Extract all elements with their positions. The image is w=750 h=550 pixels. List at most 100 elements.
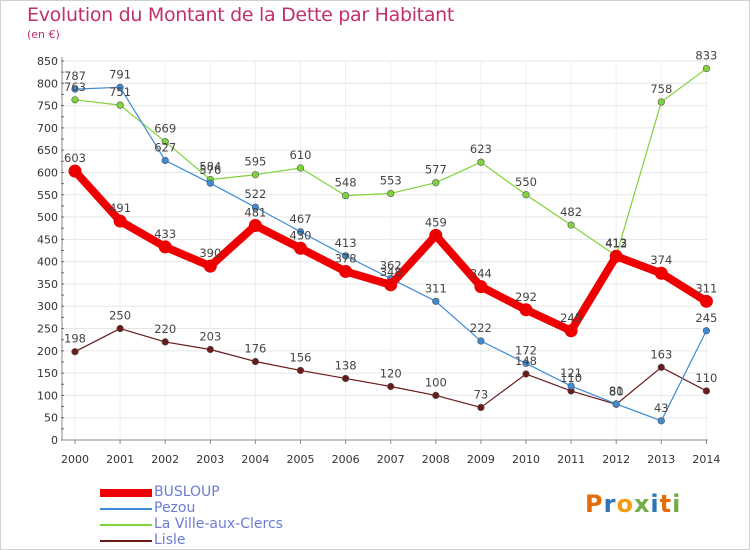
legend: BUSLOUP Pezou La Ville-aux-Clercs Lisle [100, 484, 360, 549]
data-point [567, 221, 575, 229]
data-point [296, 366, 305, 375]
y-tick-label: 750 [37, 100, 58, 113]
legend-swatch [100, 524, 152, 526]
data-label: 669 [154, 122, 176, 136]
y-tick-label: 450 [37, 233, 58, 246]
data-point [71, 85, 79, 93]
data-label: 374 [650, 253, 672, 267]
data-label: 120 [380, 366, 402, 380]
data-label: 467 [290, 212, 312, 226]
data-point [342, 192, 350, 200]
data-label: 433 [154, 227, 176, 241]
data-label: 430 [290, 228, 312, 242]
data-label: 220 [154, 322, 176, 336]
data-point [161, 338, 169, 346]
data-point [522, 191, 530, 199]
data-label: 413 [335, 236, 357, 250]
x-tick-label: 2011 [557, 453, 585, 466]
data-point [567, 382, 575, 390]
y-tick-label: 150 [37, 367, 58, 380]
data-point [522, 370, 530, 378]
data-label: 595 [244, 155, 266, 169]
data-point [203, 259, 217, 273]
data-point [251, 171, 259, 179]
data-label: 577 [425, 163, 447, 177]
data-point [113, 214, 127, 228]
data-label: 245 [560, 311, 582, 325]
data-point [116, 324, 124, 333]
data-point [296, 164, 305, 172]
data-label: 553 [380, 173, 402, 187]
legend-item: BUSLOUP [100, 484, 360, 501]
chart-title: Evolution du Montant de la Dette par Hab… [27, 4, 455, 26]
data-point [522, 359, 530, 367]
x-tick-label: 2007 [377, 453, 405, 466]
data-label: 459 [425, 215, 447, 229]
data-label: 81 [609, 384, 624, 398]
y-tick-label: 300 [37, 300, 58, 313]
data-label: 156 [290, 350, 312, 364]
legend-swatch [100, 508, 152, 510]
logo-letter: i [672, 490, 682, 518]
y-tick-label: 850 [37, 55, 58, 68]
data-label: 73 [474, 387, 489, 401]
x-tick-label: 2003 [196, 453, 224, 466]
data-point [702, 327, 711, 335]
legend-swatch [100, 540, 152, 542]
data-point [339, 264, 353, 278]
legend-label: Pezou [154, 500, 196, 516]
chart-subtitle: (en €) [27, 28, 60, 41]
data-label: 787 [64, 69, 86, 83]
data-point [71, 348, 79, 356]
y-tick-label: 50 [44, 412, 58, 425]
data-point [519, 303, 533, 317]
data-point [116, 83, 124, 91]
data-label: 121 [560, 366, 582, 380]
data-label: 148 [515, 354, 537, 368]
x-tick-label: 2009 [467, 453, 495, 466]
data-point [296, 228, 305, 236]
y-tick-label: 350 [37, 278, 58, 291]
data-point [384, 278, 398, 292]
data-label: 481 [244, 206, 266, 220]
data-label: 763 [64, 80, 86, 94]
data-point [432, 297, 440, 305]
data-point [657, 363, 665, 371]
data-label: 550 [515, 175, 537, 189]
legend-item: Pezou [100, 500, 360, 517]
data-point [477, 158, 485, 166]
data-point [251, 203, 259, 211]
data-point [564, 324, 578, 338]
x-tick-label: 2008 [422, 453, 450, 466]
y-tick-label: 400 [37, 256, 58, 269]
y-tick-label: 600 [37, 166, 58, 179]
data-point [657, 98, 665, 106]
x-tick-label: 2004 [241, 453, 269, 466]
data-point [161, 156, 169, 165]
legend-label: BUSLOUP [154, 484, 220, 500]
y-tick-label: 250 [37, 323, 58, 336]
data-point [654, 266, 668, 280]
data-label: 245 [695, 311, 717, 325]
data-label: 584 [199, 160, 221, 174]
data-label: 344 [470, 267, 492, 281]
x-tick-label: 2000 [61, 453, 89, 466]
y-tick-label: 700 [37, 122, 58, 135]
data-label: 348 [380, 265, 402, 279]
data-point [294, 241, 307, 255]
data-label: 163 [650, 347, 672, 361]
logo-letter: P [585, 490, 604, 518]
data-label: 623 [470, 142, 492, 156]
data-label: 250 [109, 309, 131, 323]
data-point [474, 280, 488, 294]
data-label: 110 [560, 371, 582, 385]
data-point [68, 164, 82, 178]
logo-letter: t [659, 490, 673, 518]
data-label: 222 [470, 321, 492, 335]
data-label: 292 [515, 290, 537, 304]
data-point [657, 417, 665, 425]
data-label: 522 [244, 187, 266, 201]
x-tick-label: 2005 [287, 453, 315, 466]
y-tick-label: 550 [37, 189, 58, 202]
x-tick-label: 2002 [151, 453, 179, 466]
